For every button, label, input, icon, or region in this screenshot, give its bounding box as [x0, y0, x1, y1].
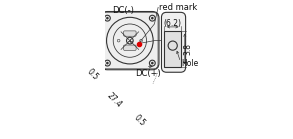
Text: 27.4: 27.4 [105, 91, 124, 109]
Circle shape [151, 17, 154, 19]
Bar [164, 31, 181, 67]
Text: red mark: red mark [159, 3, 197, 12]
Text: 0.5: 0.5 [85, 67, 100, 82]
Text: 3.8: 3.8 [183, 43, 192, 55]
FancyBboxPatch shape [101, 12, 159, 70]
FancyBboxPatch shape [161, 12, 185, 72]
FancyBboxPatch shape [124, 31, 136, 36]
Text: DC(+): DC(+) [135, 69, 161, 78]
Circle shape [106, 17, 109, 19]
Text: Hole: Hole [181, 59, 198, 68]
Circle shape [151, 62, 154, 64]
Circle shape [106, 62, 109, 64]
Text: 0.5: 0.5 [132, 113, 147, 128]
Text: DC(-): DC(-) [112, 6, 134, 15]
FancyBboxPatch shape [124, 45, 136, 50]
Text: (6.2): (6.2) [164, 19, 182, 28]
